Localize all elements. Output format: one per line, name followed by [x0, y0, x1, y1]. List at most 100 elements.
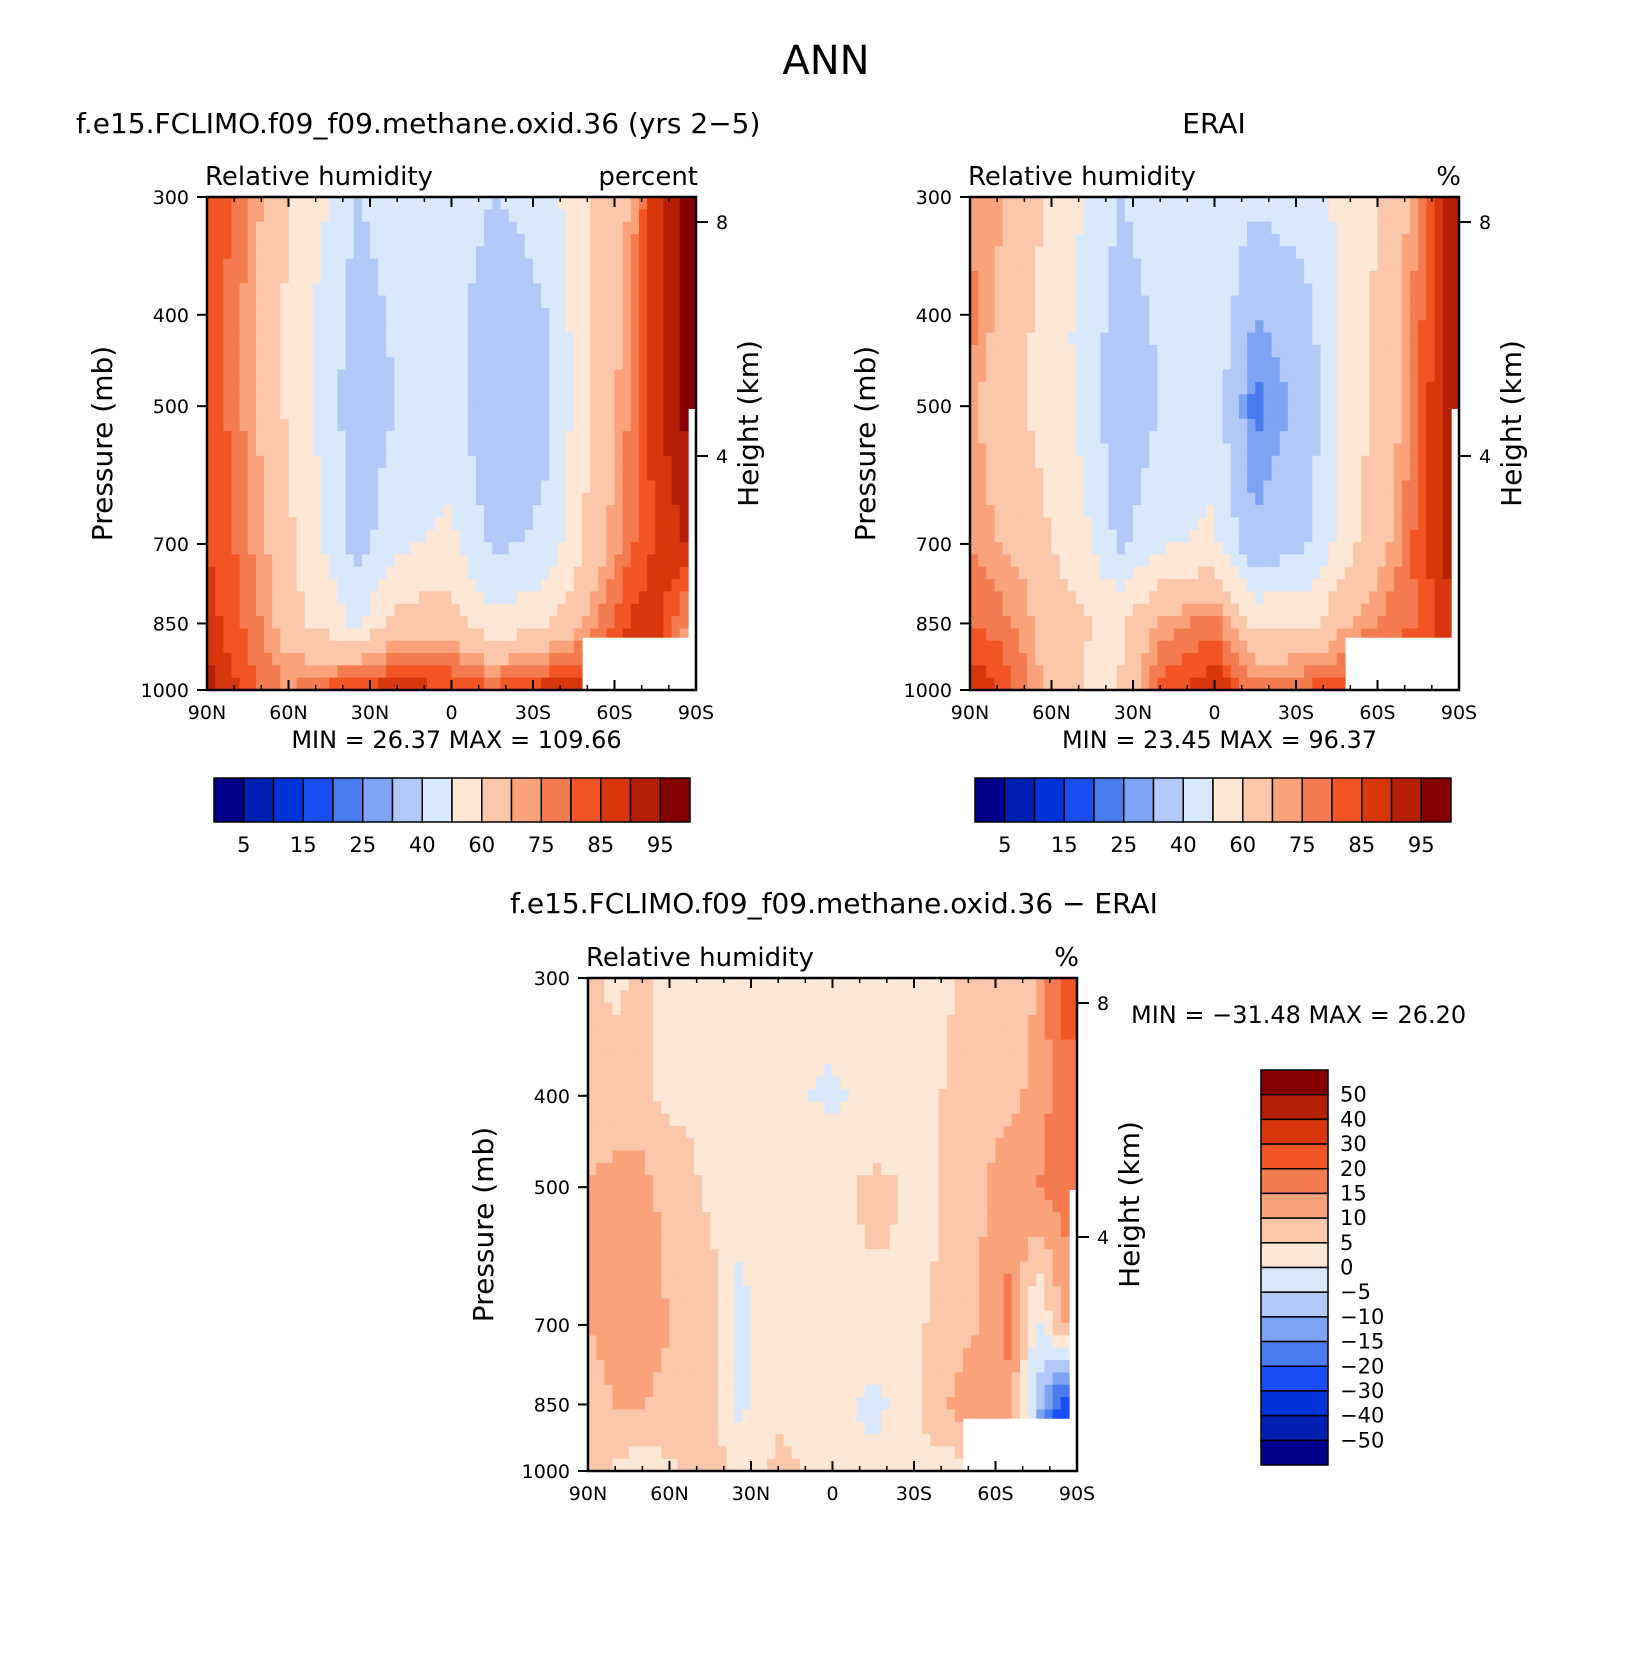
contour-cell	[1100, 320, 1110, 334]
contour-cell	[247, 665, 257, 679]
contour-cell	[630, 394, 640, 408]
contour-cell	[1010, 394, 1020, 408]
contour-cell	[239, 480, 249, 494]
contour-cell	[1418, 591, 1427, 605]
contour-cell	[1027, 566, 1036, 580]
contour-cell	[410, 233, 420, 247]
contour-cell	[1165, 468, 1175, 482]
contour-cell	[663, 221, 673, 235]
contour-cell	[1010, 320, 1020, 334]
contour-cell	[207, 529, 216, 543]
contour-cell	[215, 369, 224, 383]
contour-cell	[484, 381, 493, 395]
contour-cell	[1124, 653, 1134, 666]
contour-cell	[557, 505, 567, 519]
contour-cell	[500, 369, 510, 383]
contour-cell	[1353, 246, 1362, 260]
contour-cell	[467, 258, 477, 272]
contour-cell	[1336, 468, 1346, 482]
contour-cell	[590, 357, 599, 371]
contour-cell	[370, 517, 379, 531]
contour-cell	[280, 246, 290, 260]
contour-cell	[1157, 320, 1167, 334]
contour-cell	[484, 283, 493, 297]
contour-cell	[280, 270, 290, 284]
contour-cell	[638, 270, 648, 284]
contour-cell	[215, 357, 224, 371]
contour-cell	[1385, 431, 1395, 445]
contour-cell	[1165, 270, 1175, 284]
contour-cell	[614, 270, 624, 284]
contour-cell	[207, 406, 216, 420]
contour-cell	[1116, 542, 1126, 556]
contour-cell	[492, 209, 501, 223]
contour-cell	[1100, 579, 1110, 592]
contour-cell	[492, 258, 501, 272]
contour-cell	[1214, 529, 1224, 543]
contour-cell	[264, 369, 273, 383]
contour-cell	[614, 320, 624, 334]
contour-cell	[321, 677, 330, 691]
contour-cell	[410, 209, 420, 223]
contour-cell	[557, 246, 567, 260]
contour-cell	[386, 369, 396, 383]
contour-cell	[1051, 665, 1061, 679]
contour-cell	[986, 640, 996, 654]
contour-cell	[638, 209, 648, 223]
contour-cell	[1271, 455, 1281, 469]
contour-cell	[970, 431, 979, 445]
contour-cell	[1328, 517, 1338, 531]
contour-cell	[296, 579, 306, 592]
contour-cell	[1214, 369, 1224, 383]
contour-cell	[970, 357, 979, 371]
contour-cell	[565, 209, 575, 223]
contour-cell	[524, 270, 534, 284]
contour-cell	[475, 295, 485, 309]
contour-cell	[1336, 529, 1346, 543]
contour-cell	[1214, 616, 1224, 629]
contour-cell	[427, 233, 436, 247]
contour-cell	[1426, 431, 1436, 445]
contour-cell	[970, 591, 979, 605]
contour-cell	[1296, 221, 1305, 235]
contour-cell	[1035, 283, 1044, 297]
contour-cell	[345, 677, 355, 691]
contour-cell	[655, 554, 664, 568]
contour-cell	[304, 357, 314, 371]
contour-cell	[1002, 406, 1012, 420]
contour-cell	[557, 270, 567, 284]
contour-cell	[606, 283, 616, 297]
contour-cell	[630, 369, 640, 383]
contour-cell	[1157, 418, 1167, 432]
contour-cell	[1051, 221, 1061, 235]
contour-cell	[679, 542, 689, 556]
contour-cell	[1043, 418, 1053, 432]
contour-cell	[533, 221, 542, 235]
contour-cell	[630, 628, 640, 642]
contour-cell	[1222, 579, 1232, 592]
contour-cell	[1035, 431, 1044, 445]
contour-cell	[622, 468, 632, 482]
contour-cell	[223, 603, 233, 617]
contour-cell	[1067, 270, 1077, 284]
contour-cell	[1067, 246, 1077, 260]
contour-cell	[1287, 295, 1297, 309]
contour-cell	[516, 542, 526, 556]
contour-cell	[1067, 381, 1077, 395]
contour-cell	[573, 320, 583, 334]
contour-cell	[1206, 357, 1216, 371]
contour-cell	[1418, 406, 1427, 420]
colorbar-label: 75	[528, 833, 555, 857]
contour-cell	[1116, 665, 1126, 679]
contour-cell	[370, 209, 379, 223]
contour-cell	[581, 468, 591, 482]
contour-cell	[1084, 468, 1093, 482]
contour-cell	[1279, 431, 1289, 445]
contour-cell	[255, 344, 265, 358]
contour-cell	[1173, 542, 1183, 556]
contour-cell	[378, 616, 387, 629]
contour-cell	[418, 246, 428, 260]
contour-cell	[1263, 455, 1273, 469]
contour-cell	[573, 492, 583, 506]
contour-cell	[402, 258, 412, 272]
